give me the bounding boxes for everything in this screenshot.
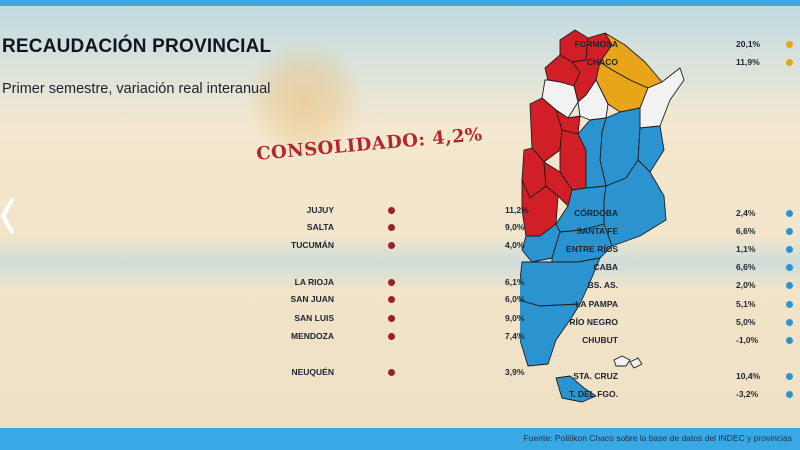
province-value: 5,1% [736, 299, 756, 309]
province-chubut [520, 257, 601, 307]
bullet-dot-icon [786, 319, 793, 326]
province-value: 1,1% [736, 244, 756, 254]
bullet-dot-icon [388, 333, 395, 340]
bullet-dot-icon [786, 282, 793, 289]
province-name: SANTA FE [576, 226, 618, 236]
province-name: CHUBUT [582, 335, 618, 345]
bullet-dot-icon [388, 242, 395, 249]
province-value: -1,0% [736, 335, 759, 345]
province-name: CHACO [586, 57, 618, 67]
bullet-dot-icon [388, 296, 395, 303]
bullet-dot-icon [388, 207, 395, 214]
province-name: STA. CRUZ [573, 371, 618, 381]
province-cordoba [577, 117, 607, 189]
province-value: 2,4% [736, 208, 756, 218]
province-name: SAN LUIS [294, 313, 334, 323]
source-note: Fuente: Politikon Chaco sobre la base de… [523, 433, 792, 443]
province-value: 9,0% [505, 222, 525, 232]
bullet-dot-icon [786, 228, 793, 235]
flag-background-middle [0, 235, 800, 290]
province-name: LA PAMPA [575, 299, 618, 309]
bullet-dot-icon [786, 301, 793, 308]
sun-of-may-watermark [245, 40, 365, 160]
argentina-province-map [520, 29, 685, 403]
province-value: 4,0% [505, 240, 525, 250]
province-value: 6,1% [505, 277, 525, 287]
bullet-dot-icon [786, 210, 793, 217]
province-name: BS. AS. [587, 280, 618, 290]
province-value: 6,6% [736, 226, 756, 236]
province-value: 6,0% [505, 294, 525, 304]
province-name: MENDOZA [291, 331, 334, 341]
province-value: 7,4% [505, 331, 525, 341]
province-name: FORMOSA [574, 39, 618, 49]
islands-malvinas [613, 355, 643, 369]
bullet-dot-icon [786, 373, 793, 380]
province-name: CABA [593, 262, 618, 272]
bottom-bar: Fuente: Politikon Chaco sobre la base de… [0, 428, 800, 450]
bullet-dot-icon [786, 337, 793, 344]
province-value: 20,1% [736, 39, 761, 49]
province-value: 3,9% [505, 367, 525, 377]
bullet-dot-icon [388, 315, 395, 322]
province-entrerios [637, 125, 665, 173]
bullet-dot-icon [786, 264, 793, 271]
subtitle: Primer semestre, variación real interanu… [2, 81, 271, 97]
bullet-dot-icon [786, 59, 793, 66]
province-name: JUJUY [306, 205, 334, 215]
province-name: LA RIOJA [294, 277, 334, 287]
bullet-dot-icon [388, 279, 395, 286]
province-value: 11,9% [736, 57, 760, 67]
province-value: 6,6% [736, 262, 756, 272]
top-bar [0, 0, 800, 6]
chevron-left-icon[interactable] [0, 196, 14, 236]
province-value: 9,0% [505, 313, 525, 323]
province-value: -3,2% [736, 389, 759, 399]
province-value: 10,4% [736, 371, 761, 381]
bullet-dot-icon [388, 224, 395, 231]
province-value: 11,2% [505, 205, 529, 215]
province-name: SALTA [306, 222, 334, 232]
page-title: RECAUDACIÓN PROVINCIAL [2, 36, 272, 57]
province-name: ENTRE RÍOS [566, 244, 618, 254]
province-santiago [577, 79, 609, 121]
province-santacruz [520, 300, 581, 367]
province-value: 2,0% [736, 280, 756, 290]
bullet-dot-icon [786, 246, 793, 253]
bullet-dot-icon [786, 391, 793, 398]
province-name: CÓRDOBA [574, 208, 618, 218]
province-name: TUCUMÁN [291, 240, 334, 250]
province-name: NEUQUÉN [291, 367, 334, 377]
province-value: 5,0% [736, 317, 756, 327]
province-name: T. DEL FGO. [569, 389, 618, 399]
bullet-dot-icon [388, 369, 395, 376]
province-tierradelfuego [555, 375, 597, 403]
bullet-dot-icon [786, 41, 793, 48]
province-name: RÍO NEGRO [569, 317, 618, 327]
province-name: SAN JUAN [290, 294, 334, 304]
